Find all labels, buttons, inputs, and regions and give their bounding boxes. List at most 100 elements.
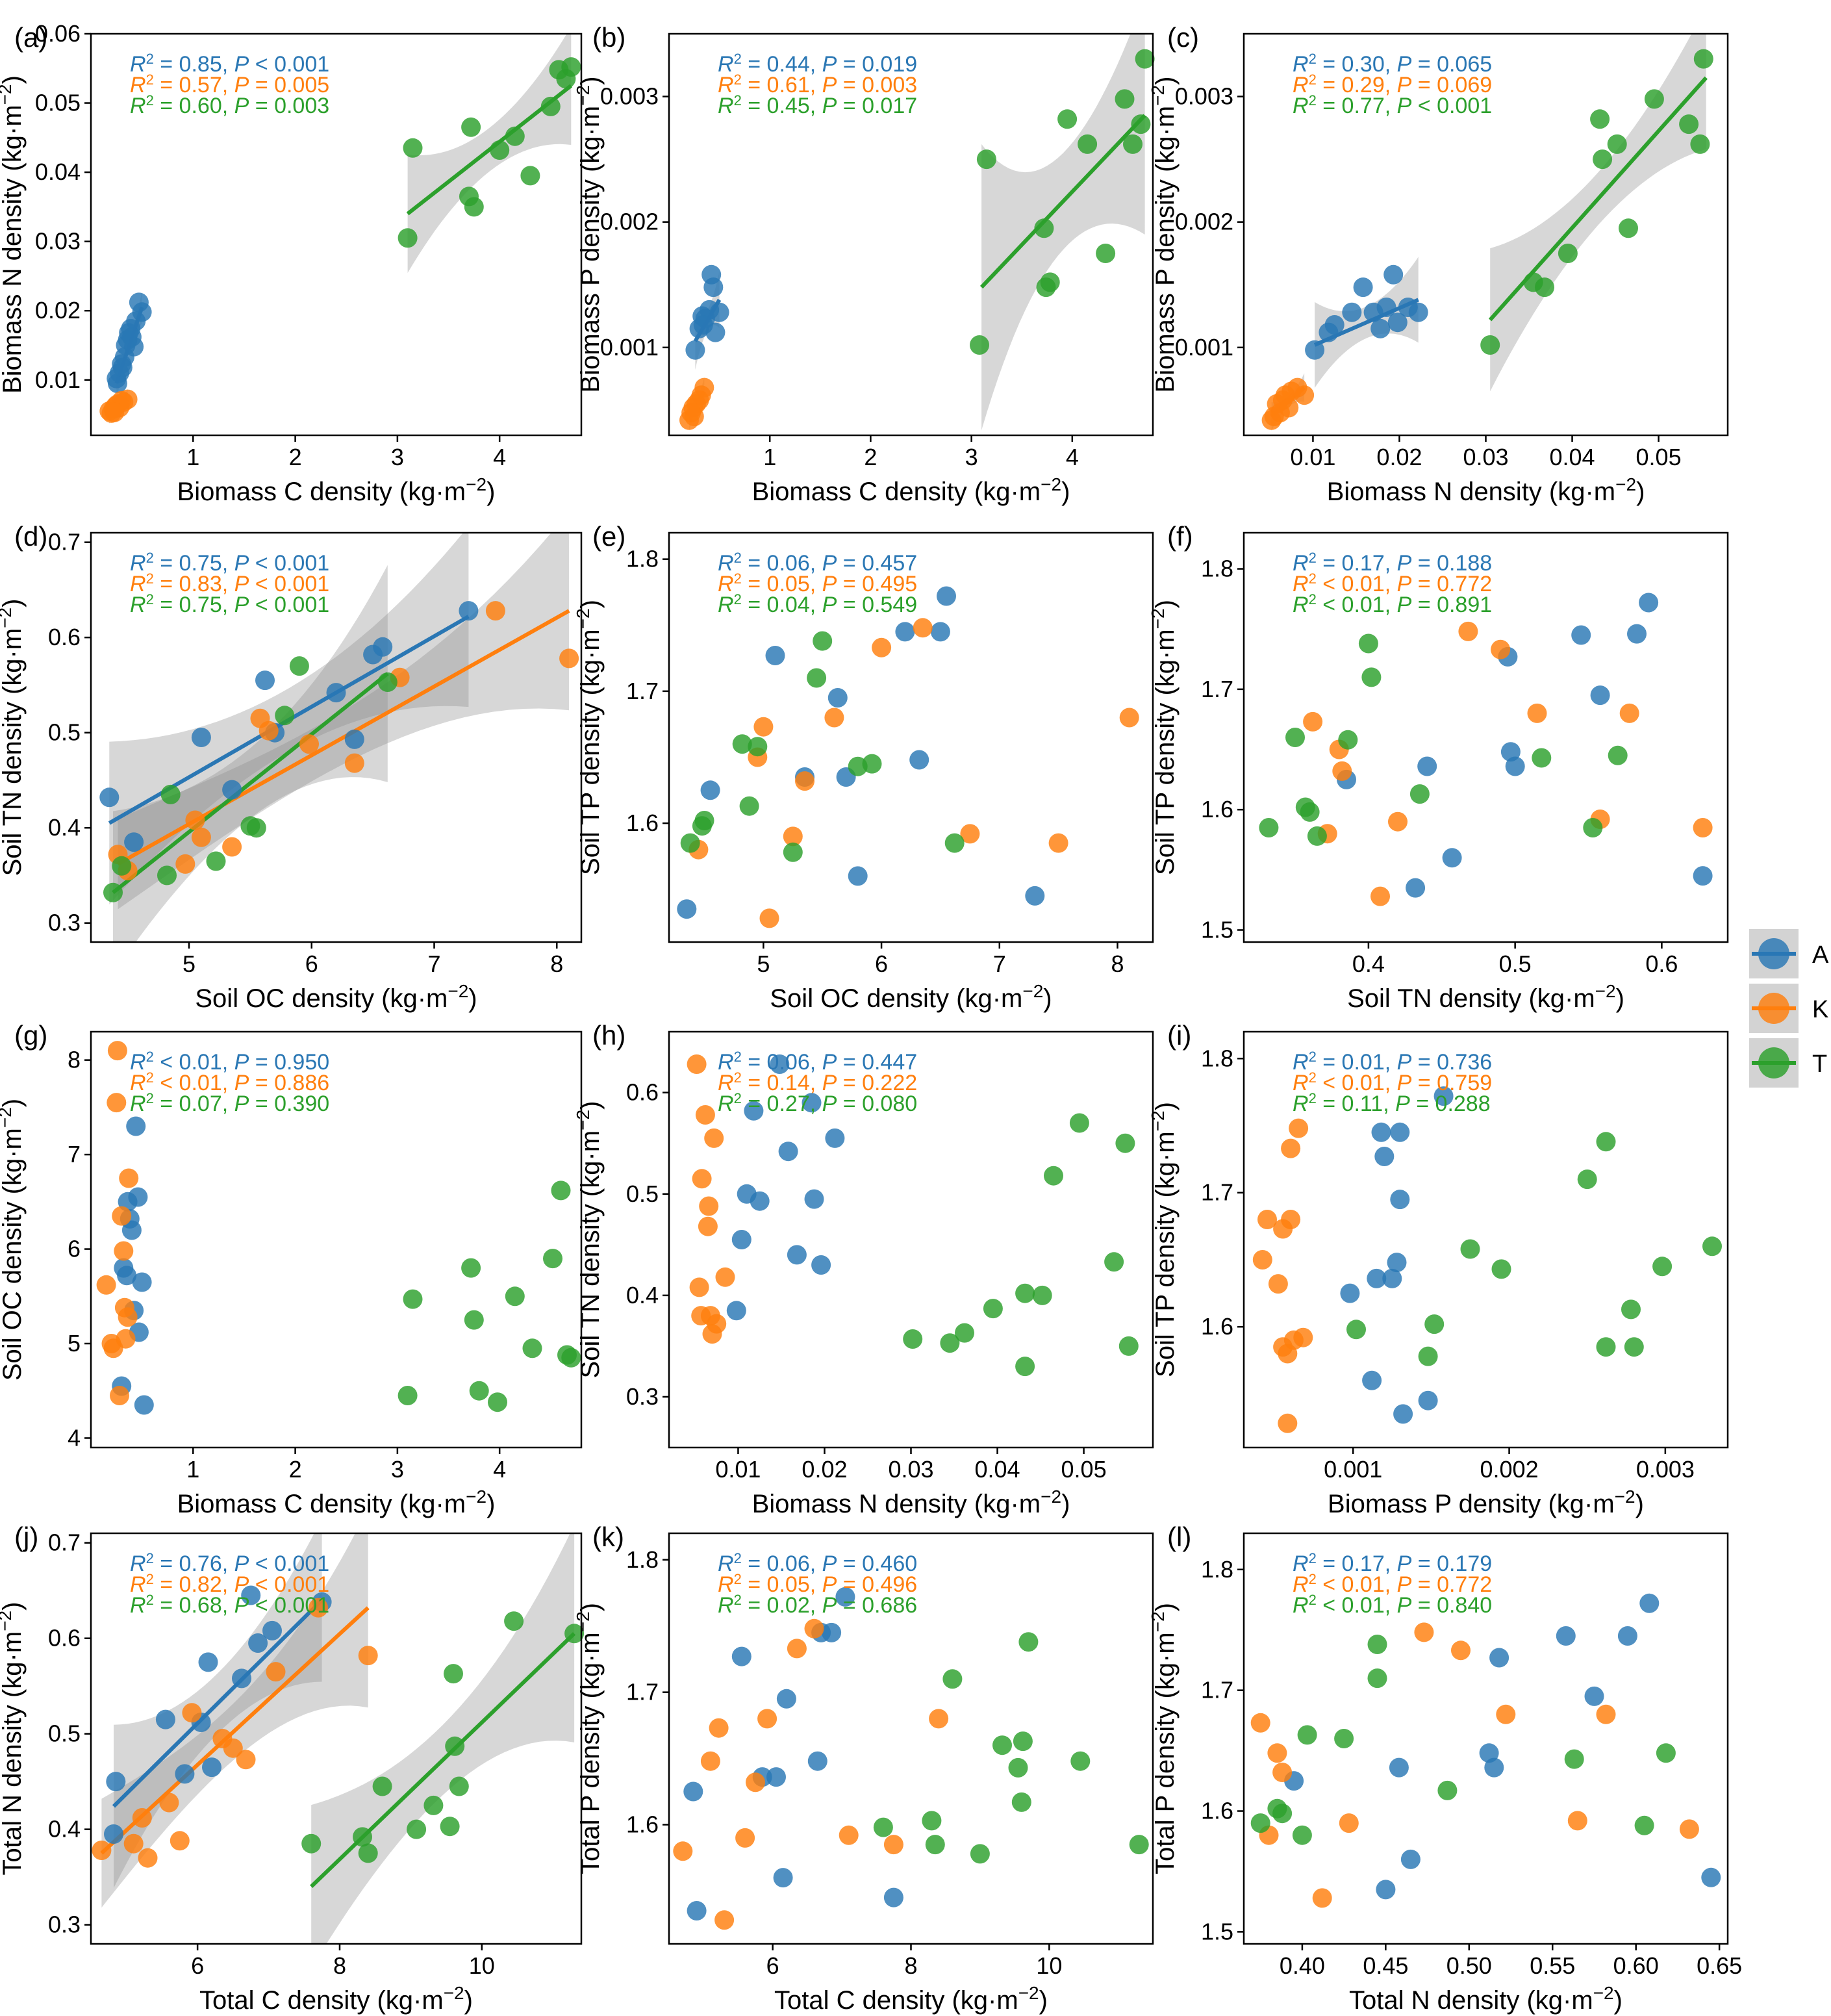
series-K [1303,621,1713,906]
data-point-K [839,1825,859,1845]
x-tick-label: 0.02 [802,1456,847,1483]
y-tick-label: 0.04 [35,159,81,185]
data-point-K [673,1841,693,1861]
confidence-band-T [981,34,1145,431]
y-tick-label: 5 [68,1330,81,1357]
y-axis-title-close: ) [1151,1102,1180,1110]
data-point-A [198,1652,218,1672]
stat-p-value: = 0.005 [249,73,329,97]
stat-p: P [1397,1572,1412,1597]
x-tick-label: 4 [493,444,506,470]
stat-r2-value: = 0.05, [742,1572,822,1597]
panel-frame [90,1030,583,1449]
series-K [687,1054,735,1344]
x-axis-unit-exponent: −2 [1595,981,1616,1001]
y-axis-title-text: Total P density (kg·m [576,1632,605,1874]
data-point-T [522,1338,542,1359]
y-axis-unit-exponent: −2 [0,1611,15,1631]
y-tick-label: 1.8 [626,1546,659,1573]
data-point-T [551,1180,571,1201]
stat-p: P [1397,94,1412,118]
data-point-T [407,1819,427,1839]
stat-label-K: R2 < 0.01, P = 0.772 [1293,570,1492,597]
y-axis-unit-exponent: −2 [573,1110,593,1130]
y-axis-title-close: ) [0,1602,27,1611]
data-point-A [827,688,848,708]
y-tick-label: 0.003 [600,83,659,110]
series-A [1305,264,1428,360]
data-point-A [1489,1648,1509,1668]
data-point-T [1044,1166,1063,1186]
stat-label-K: R2 = 0.05, P = 0.496 [718,1571,917,1598]
data-point-K [704,1128,724,1148]
panel-tag: (b) [592,22,625,53]
stat-p: P [234,1593,249,1618]
data-point-A [937,586,956,606]
stat-p: P [234,1091,249,1116]
panel-frame [1243,1532,1729,1945]
data-point-T [983,1299,1003,1319]
series-T [680,631,965,862]
data-point-T [1078,134,1098,154]
stat-p-value: = 0.179 [1411,1551,1492,1576]
data-point-A [802,1093,822,1113]
data-point-A [787,1245,807,1265]
data-point-A [726,1301,746,1321]
series-T [1480,49,1713,355]
data-point-K [1257,1210,1277,1229]
data-point-A [895,622,915,642]
stat-p: P [822,1091,837,1116]
y-axis-title-text: Soil TP density (kg·m [576,629,605,875]
stat-r: R [1293,572,1309,596]
y-axis-title: Biomass P density (kg·m−2) [573,77,605,393]
data-point-T [353,1827,372,1847]
panel-tag: (c) [1167,22,1199,53]
regression-line-T [979,114,1146,289]
data-point-T [1131,114,1151,134]
data-point-K [138,1848,158,1868]
data-point-T [1015,1357,1035,1377]
data-point-T [1008,1757,1028,1778]
stat-r2-value: = 0.27, [742,1091,822,1116]
stat-p-value: = 0.017 [837,94,917,118]
x-tick-label: 0.45 [1363,1952,1408,1979]
panel-tag: (k) [592,1522,624,1552]
data-point-T [862,754,882,774]
stat-label-K: R2 = 0.05, P = 0.495 [718,570,917,597]
data-point-A [1693,866,1713,886]
stat-r2-value: = 0.68, [154,1593,234,1618]
data-point-A [683,1781,703,1802]
data-point-K [107,1093,127,1113]
data-point-K [783,826,803,847]
data-point-T [1272,1804,1293,1824]
x-tick-label: 0.03 [1463,444,1508,470]
x-tick-label: 3 [391,444,404,470]
stat-r-exponent: 2 [1309,591,1317,607]
stat-r: R [130,73,146,97]
data-point-K [1679,1819,1699,1839]
stat-r: R [130,1091,146,1116]
x-tick-label: 6 [191,1952,204,1979]
data-point-K [804,1618,824,1639]
y-tick-label: 0.3 [626,1383,659,1410]
data-point-A [1571,625,1591,645]
data-point-A [731,1646,751,1666]
stat-label-A: R2 = 0.06, P = 0.447 [718,1049,917,1075]
x-tick-label: 8 [904,1952,917,1979]
x-tick-label: 4 [493,1456,506,1483]
data-point-A [1584,1686,1604,1706]
stat-p: P [1397,551,1412,576]
stat-r2-value: = 0.44, [742,52,822,77]
data-point-T [1129,1835,1149,1855]
data-point-A [709,302,729,322]
panel-tag: (h) [592,1020,625,1051]
data-point-T [1104,1252,1124,1272]
data-point-T [1702,1236,1722,1257]
stat-r: R [1293,593,1309,617]
panel-frame [90,32,583,437]
stat-p-value: = 0.686 [837,1593,917,1618]
data-point-A [1342,302,1362,322]
plot-background [669,34,1153,435]
data-point-T [1013,1731,1033,1752]
data-point-K [883,1835,903,1855]
